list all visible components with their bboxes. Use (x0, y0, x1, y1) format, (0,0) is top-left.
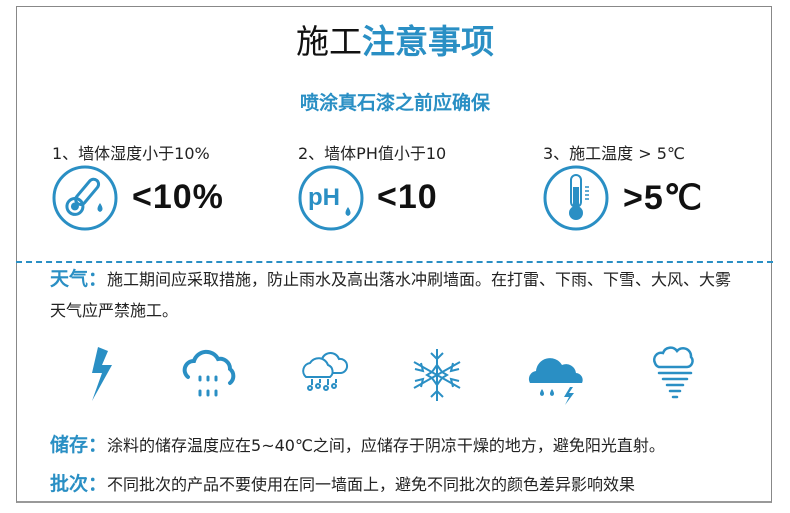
requirement-2-value: <10 (377, 178, 438, 216)
snowflake-icon (413, 349, 461, 401)
weather-label: 天气： (50, 268, 108, 290)
ph-text: pH (308, 184, 340, 211)
requirement-3-label: 3、施工温度 > 5℃ (543, 144, 685, 163)
requirement-2-label: 2、墙体PH值小于10 (298, 144, 447, 163)
requirement-1-label: 1、墙体湿度小于10% (52, 144, 210, 163)
tornado-icon (652, 346, 694, 399)
thermometer-icon (543, 165, 609, 231)
title-blue: 注意事项 (362, 22, 494, 61)
storage-note: 储存：涂料的储存温度应在5~40℃之间，应储存于阴凉干燥的地方，避免阳光直射。 (50, 430, 740, 461)
subtitle: 喷涂真石漆之前应确保 (299, 92, 490, 114)
hail-cloud-icon (302, 352, 349, 391)
content-frame (16, 6, 772, 503)
thunderstorm-icon (528, 358, 583, 405)
weather-note: 天气：施工期间应采取措施，防止雨水及高出落水冲刷墙面。在打雷、下雨、下雪、大风、… (50, 264, 740, 326)
title-black: 施工 (296, 22, 362, 61)
batch-text: 不同批次的产品不要使用在同一墙面上，避免不同批次的颜色差异影响效果 (107, 475, 636, 494)
requirement-1-value: <10% (132, 178, 224, 216)
ph-drop-icon: pH (298, 165, 364, 231)
page-title: 施工注意事项 (0, 20, 790, 64)
weather-text: 施工期间应采取措施，防止雨水及高出落水冲刷墙面。在打雷、下雨、下雪、大风、大雾天… (50, 270, 732, 320)
batch-label: 批次： (50, 473, 108, 495)
requirement-3-value: >5℃ (623, 179, 703, 217)
dashed-divider (16, 261, 773, 263)
storage-label: 储存： (50, 434, 108, 456)
thermometer-humidity-icon (52, 165, 118, 231)
rain-cloud-icon (182, 349, 236, 397)
lightning-icon (92, 347, 112, 401)
batch-note: 批次：不同批次的产品不要使用在同一墙面上，避免不同批次的颜色差异影响效果 (50, 469, 740, 500)
storage-text: 涂料的储存温度应在5~40℃之间，应储存于阴凉干燥的地方，避免阳光直射。 (107, 436, 665, 455)
